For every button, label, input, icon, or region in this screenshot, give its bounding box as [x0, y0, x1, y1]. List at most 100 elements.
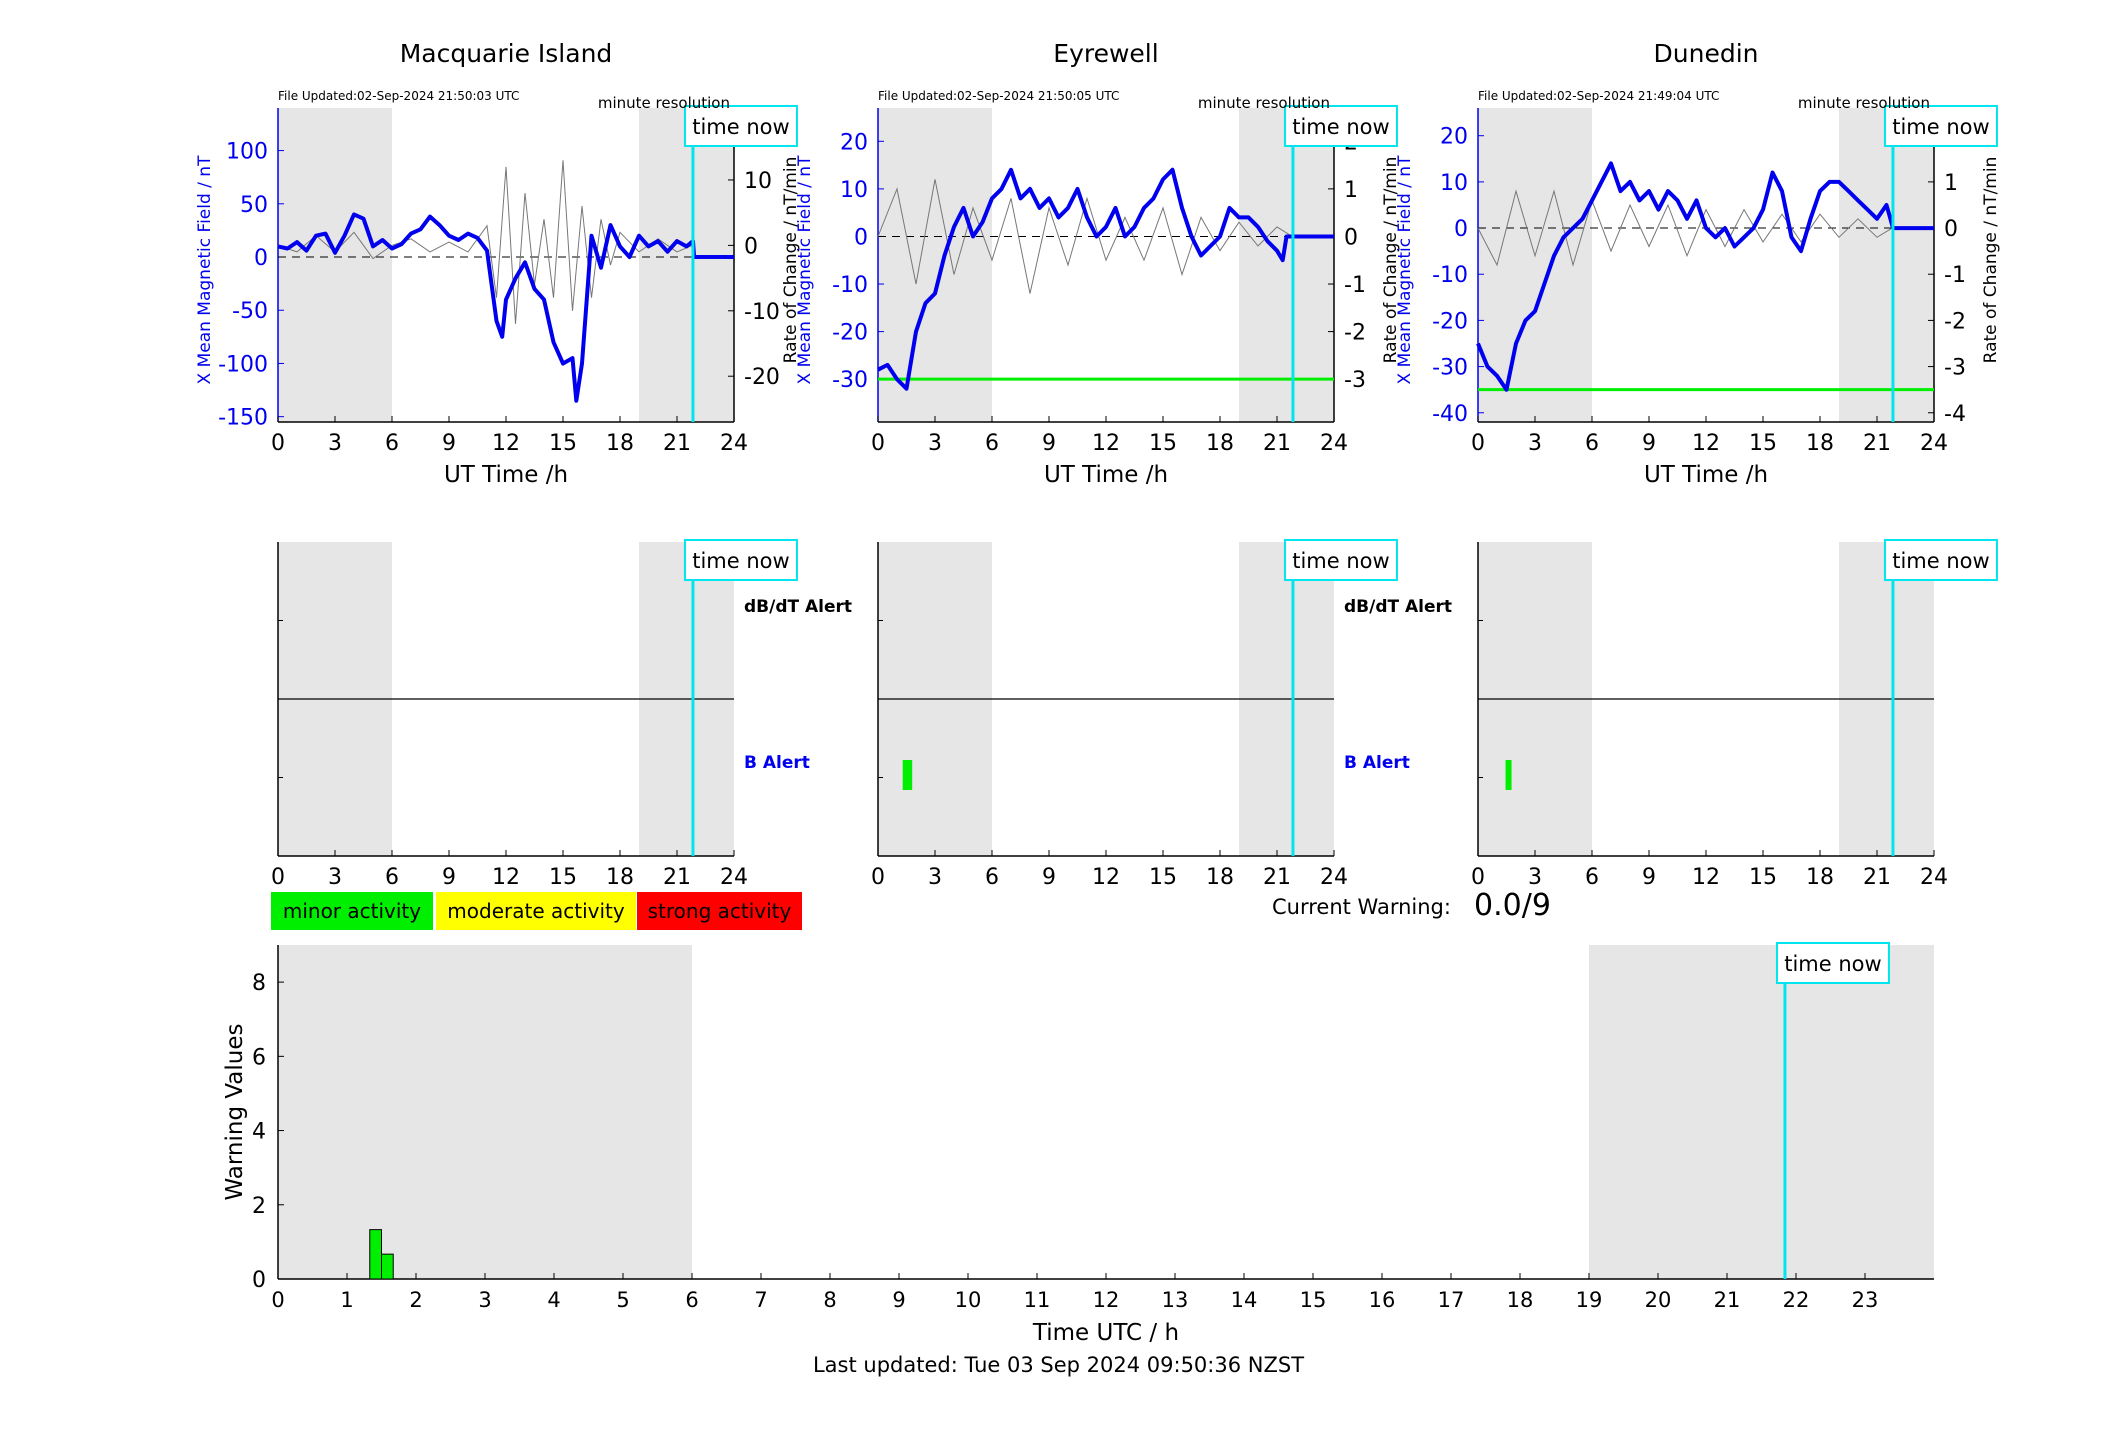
last-updated-text: Last updated: Tue 03 Sep 2024 09:50:36 N… [812, 1353, 1305, 1377]
alert2-x-tick-label-0: 0 [871, 865, 885, 890]
panel3-y-right-tick-label-3: -1 [1944, 263, 1966, 288]
alert2-dbdt-label: dB/dT Alert [1344, 597, 1452, 617]
panel1-y-tick-label-5: 100 [226, 140, 268, 165]
panel1-x-label: UT Time /h [444, 462, 568, 488]
panel3-y-right-tick-label-4: 0 [1944, 217, 1958, 242]
panel2-y-right-tick-label-3: 0 [1344, 225, 1358, 250]
warning-x-tick-label-0: 0 [271, 1288, 284, 1312]
panel1-rate-of-change-line [277, 160, 693, 324]
panel2-time-now-box [1283, 105, 1398, 147]
warning-y-tick-label-3: 6 [252, 1045, 266, 1070]
panel1-y-label: X Mean Magnetic Field / nT [195, 155, 215, 385]
panel2-y-right-tick-label-1: -2 [1344, 321, 1366, 346]
panel1-x-tick-label-7: 21 [663, 431, 691, 456]
panel1-x-tick-label-1: 3 [328, 431, 342, 456]
panel1-y-right-label: Rate of Change / nT/min [781, 157, 801, 364]
panel2-x-tick-label-3: 9 [1042, 431, 1056, 456]
warning-x-tick-label-13: 13 [1162, 1288, 1189, 1312]
panel1-time-now-box [683, 105, 798, 147]
alert2-x-tick-label-5: 15 [1149, 865, 1177, 890]
panel1-y-right-tick-label-1: -10 [744, 300, 780, 325]
panel2-x-tick-label-2: 6 [985, 431, 999, 456]
panel2-x-tick-label-6: 18 [1206, 431, 1234, 456]
panel3-night-band-1 [1839, 108, 1934, 422]
warning-x-tick-label-18: 18 [1507, 1288, 1534, 1312]
warning-y-label: Warning Values [222, 1023, 248, 1200]
warning-x-tick-label-7: 7 [754, 1288, 767, 1312]
alert3-x-tick-label-4: 12 [1692, 865, 1720, 890]
panel3-y-right-label: Rate of Change / nT/min [1981, 157, 2001, 364]
panel1-x-tick-label-3: 9 [442, 431, 456, 456]
panel2-x-tick-label-1: 3 [928, 431, 942, 456]
panel3-x-tick-label-1: 3 [1528, 431, 1542, 456]
panel1-x-tick-label-2: 6 [385, 431, 399, 456]
warning-x-tick-label-23: 23 [1852, 1288, 1879, 1312]
current-warning-label: Current Warning: [1272, 895, 1451, 919]
panel1-x-tick-label-0: 0 [271, 431, 285, 456]
panel3-x-tick-label-2: 6 [1585, 431, 1599, 456]
alert3-time-now-box [1883, 539, 1998, 581]
warning-night-band-1 [1589, 945, 1934, 1279]
panel1-resolution: minute resolution [598, 94, 730, 112]
alert2-x-tick-label-8: 24 [1320, 865, 1348, 890]
warning-time-now-box [1775, 942, 1890, 984]
panel3-x-tick-label-0: 0 [1471, 431, 1485, 456]
alert2-time-now-box [1283, 539, 1398, 581]
warning-x-tick-label-2: 2 [409, 1288, 422, 1312]
panel2-x-tick-label-5: 15 [1149, 431, 1177, 456]
alert2-b-alert-bar-0 [902, 760, 913, 790]
alert3-x-tick-label-8: 24 [1920, 865, 1948, 890]
panel2-y-tick-label-5: 20 [840, 130, 868, 155]
warning-x-tick-label-10: 10 [955, 1288, 982, 1312]
warning-time-now-label: time now [1784, 952, 1881, 976]
warning-x-tick-label-21: 21 [1714, 1288, 1741, 1312]
legend-moderate-activity: moderate activity [436, 892, 636, 930]
panel2-time-now-label: time now [1292, 115, 1389, 139]
warning-x-tick-label-11: 11 [1024, 1288, 1051, 1312]
panel2-y-label: X Mean Magnetic Field / nT [795, 155, 815, 385]
panel3-x-tick-label-3: 9 [1642, 431, 1656, 456]
alert3-x-tick-label-3: 9 [1642, 865, 1656, 890]
alert1-x-tick-label-8: 24 [720, 865, 748, 890]
warning-night-band-0 [278, 945, 692, 1279]
warning-x-tick-label-20: 20 [1645, 1288, 1672, 1312]
panel2-y-tick-label-2: -10 [832, 273, 868, 298]
alert3-b-alert-bar-0 [1505, 760, 1512, 790]
warning-y-tick-label-0: 0 [252, 1268, 266, 1293]
panel2-y-right-tick-label-4: 1 [1344, 178, 1358, 203]
panel2-x-tick-label-0: 0 [871, 431, 885, 456]
panel2-y-tick-label-3: 0 [854, 225, 868, 250]
alert2-x-tick-label-4: 12 [1092, 865, 1120, 890]
panel1-y-tick-label-4: 50 [240, 193, 268, 218]
alert3-x-tick-label-6: 18 [1806, 865, 1834, 890]
warning-x-tick-label-9: 9 [892, 1288, 905, 1312]
panel3-y-right-tick-label-0: -4 [1944, 402, 1966, 427]
current-warning-value: 0.0/9 [1474, 888, 1551, 923]
panel3-x-tick-label-5: 15 [1749, 431, 1777, 456]
panel3-y-tick-label-6: 20 [1440, 125, 1468, 150]
panel1-y-right-tick-label-0: -20 [744, 365, 780, 390]
alert1-dbdt-label: dB/dT Alert [744, 597, 852, 617]
alert2-x-tick-label-3: 9 [1042, 865, 1056, 890]
panel2-y-tick-label-0: -30 [832, 368, 868, 393]
panel3-time-now-label: time now [1892, 115, 1989, 139]
warning-x-tick-label-4: 4 [547, 1288, 560, 1312]
warning-y-tick-label-2: 4 [252, 1120, 266, 1145]
warning-x-tick-label-15: 15 [1300, 1288, 1327, 1312]
alert3-x-tick-label-5: 15 [1749, 865, 1777, 890]
alert1-x-tick-label-6: 18 [606, 865, 634, 890]
panel2-x-tick-label-8: 24 [1320, 431, 1348, 456]
panel2-x-tick-label-4: 12 [1092, 431, 1120, 456]
warning-bar-0 [369, 1229, 382, 1280]
panel1-night-band-0 [278, 108, 392, 422]
alert2-x-tick-label-7: 21 [1263, 865, 1291, 890]
warning-x-tick-label-17: 17 [1438, 1288, 1465, 1312]
warning-x-tick-label-3: 3 [478, 1288, 491, 1312]
alert1-time-now-box [683, 539, 798, 581]
panel2-y-tick-label-4: 10 [840, 178, 868, 203]
panel3-title: Dunedin [1654, 39, 1759, 68]
panel3-x-tick-label-7: 21 [1863, 431, 1891, 456]
warning-x-tick-label-1: 1 [340, 1288, 353, 1312]
warning-x-tick-label-22: 22 [1783, 1288, 1810, 1312]
panel3-time-now-box [1883, 105, 1998, 147]
